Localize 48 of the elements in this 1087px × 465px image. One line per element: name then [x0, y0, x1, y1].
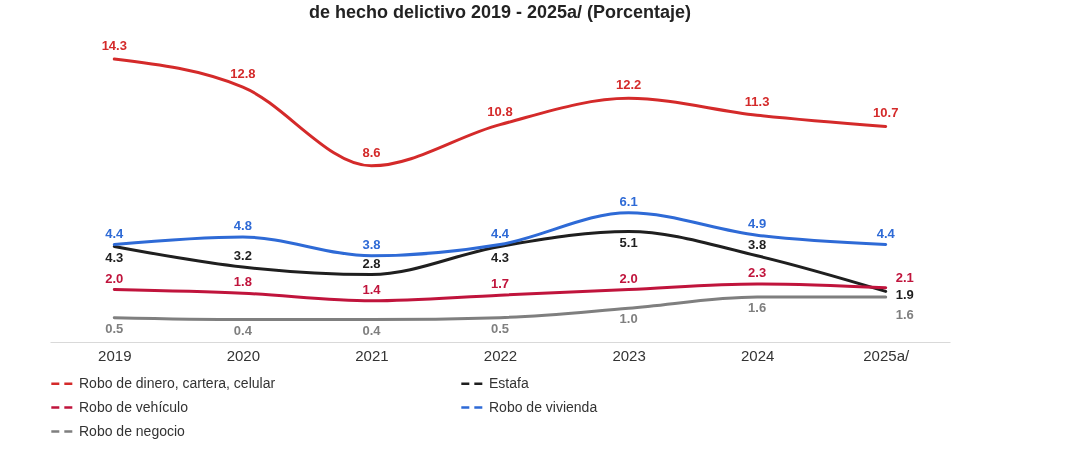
x-tick-label: 2022	[483, 346, 518, 364]
data-label: 12.2	[615, 77, 642, 93]
data-label: 10.8	[487, 103, 513, 119]
data-label: 1.4	[362, 281, 382, 297]
data-label: 4.3	[105, 250, 124, 266]
x-tick-label: 2023	[612, 346, 646, 364]
chart-title: de hecho delictivo 2019 - 2025a/ (Porcentaje)	[308, 2, 692, 22]
data-label: 6.1	[619, 193, 638, 209]
x-tick-label: 2025a/	[863, 346, 910, 364]
data-label: 0.5	[105, 320, 124, 336]
legend-label: Robo de vehículo	[79, 398, 189, 415]
x-tick-label: 2021	[355, 346, 389, 364]
data-label: 1.6	[748, 300, 767, 316]
legend-label: Estafa	[489, 374, 529, 391]
data-label: 14.3	[101, 38, 127, 53]
legend-label: Robo de dinero, cartera, celular	[79, 374, 276, 391]
data-label: 1.0	[619, 311, 638, 327]
data-label: 1.6	[895, 307, 914, 323]
x-tick-label: 2019	[98, 346, 132, 364]
data-label: 2.3	[748, 264, 767, 280]
data-label: 8.6	[362, 144, 381, 160]
data-label: 3.8	[748, 236, 767, 252]
data-label: 11.3	[744, 94, 770, 110]
data-label: 4.3	[490, 250, 510, 266]
data-label: 5.1	[619, 235, 638, 251]
data-label: 1.9	[895, 287, 914, 303]
data-label: 3.8	[362, 236, 381, 252]
x-tick-label: 2024	[740, 346, 775, 364]
data-label: 12.8	[230, 66, 256, 82]
legend-label: Robo de vivienda	[489, 398, 598, 415]
data-label: 4.9	[748, 216, 767, 232]
data-label: 4.4	[876, 225, 896, 241]
data-label: 4.8	[233, 218, 252, 234]
data-label: 3.2	[233, 248, 252, 264]
data-label: 1.8	[233, 274, 252, 290]
data-label: 2.8	[362, 255, 381, 271]
data-label: 0.4	[233, 322, 253, 338]
data-label: 1.7	[490, 276, 510, 292]
data-label: 4.4	[490, 225, 510, 241]
data-label: 2.0	[105, 270, 124, 286]
data-label: 4.4	[105, 225, 125, 241]
data-label: 2.1	[895, 269, 914, 285]
data-label: 0.5	[490, 320, 510, 336]
x-tick-label: 2020	[226, 346, 261, 364]
data-label: 2.0	[619, 270, 638, 286]
legend-label: Robo de negocio	[79, 422, 186, 439]
data-label: 10.7	[873, 105, 899, 121]
data-label: 0.4	[362, 322, 382, 338]
